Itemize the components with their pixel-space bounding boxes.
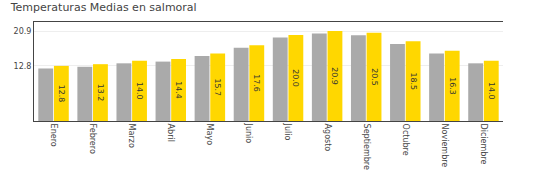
svg-text:Noviembre: Noviembre — [440, 124, 449, 168]
svg-text:12.8: 12.8 — [57, 85, 66, 103]
svg-text:Septiembre: Septiembre — [362, 124, 371, 170]
svg-text:12.8: 12.8 — [14, 62, 32, 71]
svg-text:Febrero: Febrero — [88, 124, 97, 154]
svg-text:Junio: Junio — [244, 123, 253, 144]
svg-text:Temperaturas Medias en salmora: Temperaturas Medias en salmoral — [10, 1, 197, 14]
svg-text:20.5: 20.5 — [370, 68, 379, 86]
svg-text:20.0: 20.0 — [291, 69, 300, 87]
svg-text:16.3: 16.3 — [448, 77, 457, 95]
svg-text:14.0: 14.0 — [487, 82, 496, 100]
svg-text:Enero: Enero — [49, 124, 58, 147]
svg-text:Mayo: Mayo — [205, 124, 214, 146]
svg-text:14.0: 14.0 — [135, 82, 144, 100]
svg-text:13.2: 13.2 — [96, 84, 105, 102]
svg-text:Agosto: Agosto — [323, 124, 332, 152]
svg-text:18.5: 18.5 — [409, 72, 418, 90]
svg-text:Julio: Julio — [283, 123, 292, 141]
svg-text:Abril: Abril — [166, 124, 175, 142]
svg-text:Marzo: Marzo — [127, 124, 136, 148]
svg-text:17.6: 17.6 — [252, 74, 261, 92]
svg-text:15.7: 15.7 — [213, 78, 222, 96]
svg-text:Diciembre: Diciembre — [479, 124, 488, 165]
svg-text:Octubre: Octubre — [401, 124, 410, 156]
svg-text:20.9: 20.9 — [14, 27, 32, 36]
svg-text:20.9: 20.9 — [330, 67, 339, 85]
svg-text:14.4: 14.4 — [174, 81, 183, 99]
